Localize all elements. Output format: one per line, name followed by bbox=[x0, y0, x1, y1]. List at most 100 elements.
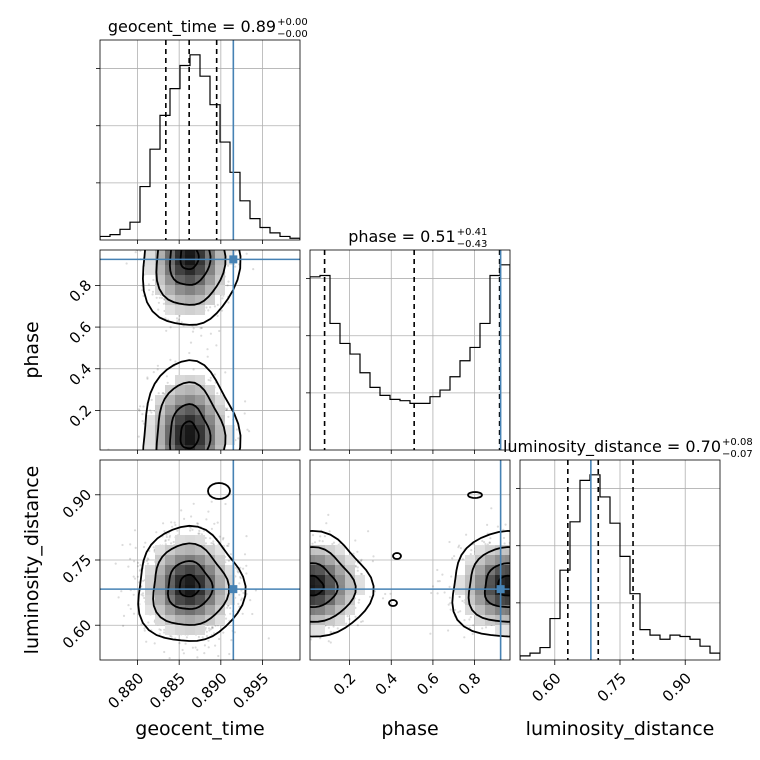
sample-point bbox=[207, 232, 209, 234]
sample-point bbox=[196, 236, 198, 238]
sample-point bbox=[237, 591, 239, 593]
sample-point bbox=[137, 561, 140, 564]
density-bin bbox=[185, 275, 195, 285]
density-bin bbox=[225, 250, 235, 255]
sample-point bbox=[522, 573, 524, 575]
sample-point bbox=[306, 594, 308, 596]
sample-point bbox=[511, 604, 513, 606]
sample-point bbox=[209, 477, 211, 479]
density-bin bbox=[175, 275, 185, 285]
sample-point bbox=[212, 542, 215, 545]
sample-point bbox=[194, 186, 196, 188]
sample-point bbox=[302, 575, 304, 577]
sample-point bbox=[153, 464, 155, 466]
sample-point bbox=[293, 610, 295, 612]
sample-point bbox=[307, 568, 309, 570]
sample-point bbox=[305, 586, 307, 588]
sample-point bbox=[302, 583, 304, 585]
sample-point bbox=[285, 581, 287, 583]
density-bin bbox=[195, 250, 205, 255]
sample-point bbox=[206, 242, 208, 244]
sample-point bbox=[204, 462, 206, 464]
sample-point bbox=[293, 618, 295, 620]
sample-point bbox=[291, 560, 293, 562]
density-shading bbox=[145, 535, 235, 635]
sample-point bbox=[512, 576, 514, 578]
sample-point bbox=[190, 225, 192, 227]
sample-point bbox=[295, 562, 297, 564]
density-bin bbox=[175, 605, 185, 615]
sample-point bbox=[174, 238, 176, 240]
sample-point bbox=[146, 562, 149, 565]
sample-point bbox=[224, 502, 227, 506]
sample-point bbox=[327, 626, 330, 629]
sample-point bbox=[191, 457, 193, 459]
sample-point bbox=[188, 227, 190, 229]
sample-point bbox=[305, 597, 307, 599]
sample-point bbox=[293, 575, 295, 577]
sample-point bbox=[267, 637, 270, 640]
sample-point bbox=[217, 455, 219, 457]
density-bin bbox=[145, 565, 155, 575]
sample-point bbox=[281, 529, 283, 531]
sample-point bbox=[213, 247, 215, 249]
sample-point bbox=[227, 301, 230, 304]
sample-point bbox=[533, 594, 535, 596]
sample-point bbox=[155, 242, 157, 244]
sample-point bbox=[296, 639, 298, 641]
sample-point bbox=[191, 528, 194, 531]
sample-point bbox=[207, 639, 210, 642]
density-bin bbox=[215, 395, 225, 405]
sample-point bbox=[277, 570, 279, 572]
sample-point bbox=[540, 604, 542, 606]
sample-point bbox=[167, 230, 169, 232]
sample-point bbox=[186, 236, 188, 238]
sample-point bbox=[163, 470, 165, 472]
sample-point bbox=[436, 568, 439, 572]
sample-point bbox=[536, 575, 538, 577]
sample-point bbox=[172, 475, 174, 477]
sample-point bbox=[140, 468, 142, 470]
sample-point bbox=[517, 562, 519, 564]
sample-point bbox=[540, 614, 542, 616]
sample-point bbox=[516, 569, 518, 571]
sample-point bbox=[138, 569, 141, 572]
sample-point bbox=[180, 223, 182, 225]
sample-point bbox=[525, 573, 527, 575]
contours bbox=[141, 250, 242, 450]
title-plus-geocent_time: +0.00 bbox=[277, 17, 308, 28]
density-bin bbox=[225, 575, 235, 585]
sample-point bbox=[227, 455, 229, 457]
sample-point bbox=[199, 457, 201, 459]
sample-point bbox=[287, 591, 289, 593]
sample-point bbox=[158, 486, 160, 488]
sample-point bbox=[354, 565, 357, 568]
sample-point bbox=[207, 309, 210, 312]
sample-point bbox=[211, 456, 213, 458]
sample-point bbox=[543, 562, 545, 564]
sample-point bbox=[222, 631, 225, 634]
density-bin bbox=[195, 385, 205, 395]
sample-point bbox=[521, 567, 523, 569]
sample-point bbox=[173, 477, 175, 479]
sample-point bbox=[273, 612, 275, 614]
sample-point bbox=[208, 457, 210, 459]
sample-point bbox=[140, 623, 143, 626]
density-bin bbox=[185, 395, 195, 405]
sample-point bbox=[275, 592, 277, 594]
sample-point bbox=[171, 235, 173, 237]
sample-point bbox=[513, 598, 515, 600]
sample-point bbox=[307, 567, 309, 569]
sample-point bbox=[211, 241, 213, 243]
sample-point bbox=[158, 477, 160, 479]
sample-point bbox=[114, 562, 117, 565]
density-bin bbox=[155, 615, 165, 625]
sample-point bbox=[133, 577, 137, 580]
title-minus-phase: −0.43 bbox=[457, 239, 488, 250]
title-geocent_time: geocent_time = 0.89 bbox=[108, 17, 276, 37]
sample-point bbox=[225, 408, 228, 411]
sample-point bbox=[160, 211, 162, 213]
sample-point bbox=[512, 642, 514, 644]
sample-point bbox=[307, 603, 309, 605]
sample-point bbox=[289, 614, 291, 616]
